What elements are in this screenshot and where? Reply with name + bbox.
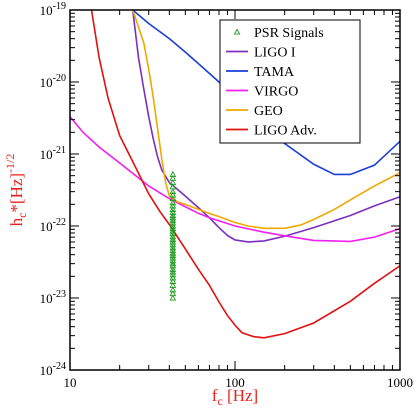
series-line-geo [131,10,400,230]
data-point [169,216,177,223]
data-point [169,199,177,206]
tick-layer: 10 100 1000 10-24 10-23 10-22 10-21 10-20 10-19 [40,1,413,390]
series-line-ligo-adv [90,10,400,339]
legend-entry-ligo-i: LIGO I [226,46,296,61]
legend-label: VIRGO [254,85,298,100]
x-tick-label: 10 [64,375,77,390]
y-tick-label: 10-22 [40,217,66,234]
data-point [169,188,177,195]
data-point [169,191,177,198]
series-line-ligo-i [131,10,400,243]
data-point [169,268,177,275]
legend-label: LIGO Adv. [254,124,317,139]
legend: PSR Signals LIGO I TAMA VIRGO GEO LIGO Adv. [219,19,361,144]
legend-entry-tama: TAMA [226,65,295,80]
x-tick-label: 100 [225,375,245,390]
legend-label: TAMA [254,65,295,80]
data-point [169,254,177,261]
data-point [169,238,177,245]
legend-marker [233,28,241,35]
legend-entry-geo: GEO [226,104,283,119]
y-tick-label: 10-21 [40,145,66,162]
legend-entry-virgo: VIRGO [226,85,298,100]
data-point [169,274,177,281]
legend-label: GEO [254,104,283,119]
data-point [169,230,177,237]
y-tick-label: 10-24 [40,361,66,378]
data-point [169,202,177,209]
axis-labels: fc [Hz] hc*[Hz]-1/2 [3,154,258,408]
data-point [169,294,177,301]
legend-label: PSR Signals [254,26,324,41]
series-line-virgo [70,116,400,243]
x-axis-label: fc [Hz] [212,386,258,408]
legend-box [219,19,361,144]
y-axis-label: hc*[Hz]-1/2 [3,154,29,227]
data-point [169,271,177,278]
y-tick-label: 10-23 [40,289,66,306]
data-point [169,260,177,267]
series-points-psr-signals [169,170,177,301]
data-point [169,205,177,212]
data-point [169,262,177,269]
y-tick-label: 10-20 [40,73,66,90]
x-tick-label: 1000 [387,375,413,390]
data-point [169,227,177,234]
legend-label: LIGO I [254,46,296,61]
legend-entry-psr-signals: PSR Signals [233,26,324,41]
y-tick-label: 10-19 [40,1,66,18]
legend-entry-ligo-adv: LIGO Adv. [226,124,317,139]
